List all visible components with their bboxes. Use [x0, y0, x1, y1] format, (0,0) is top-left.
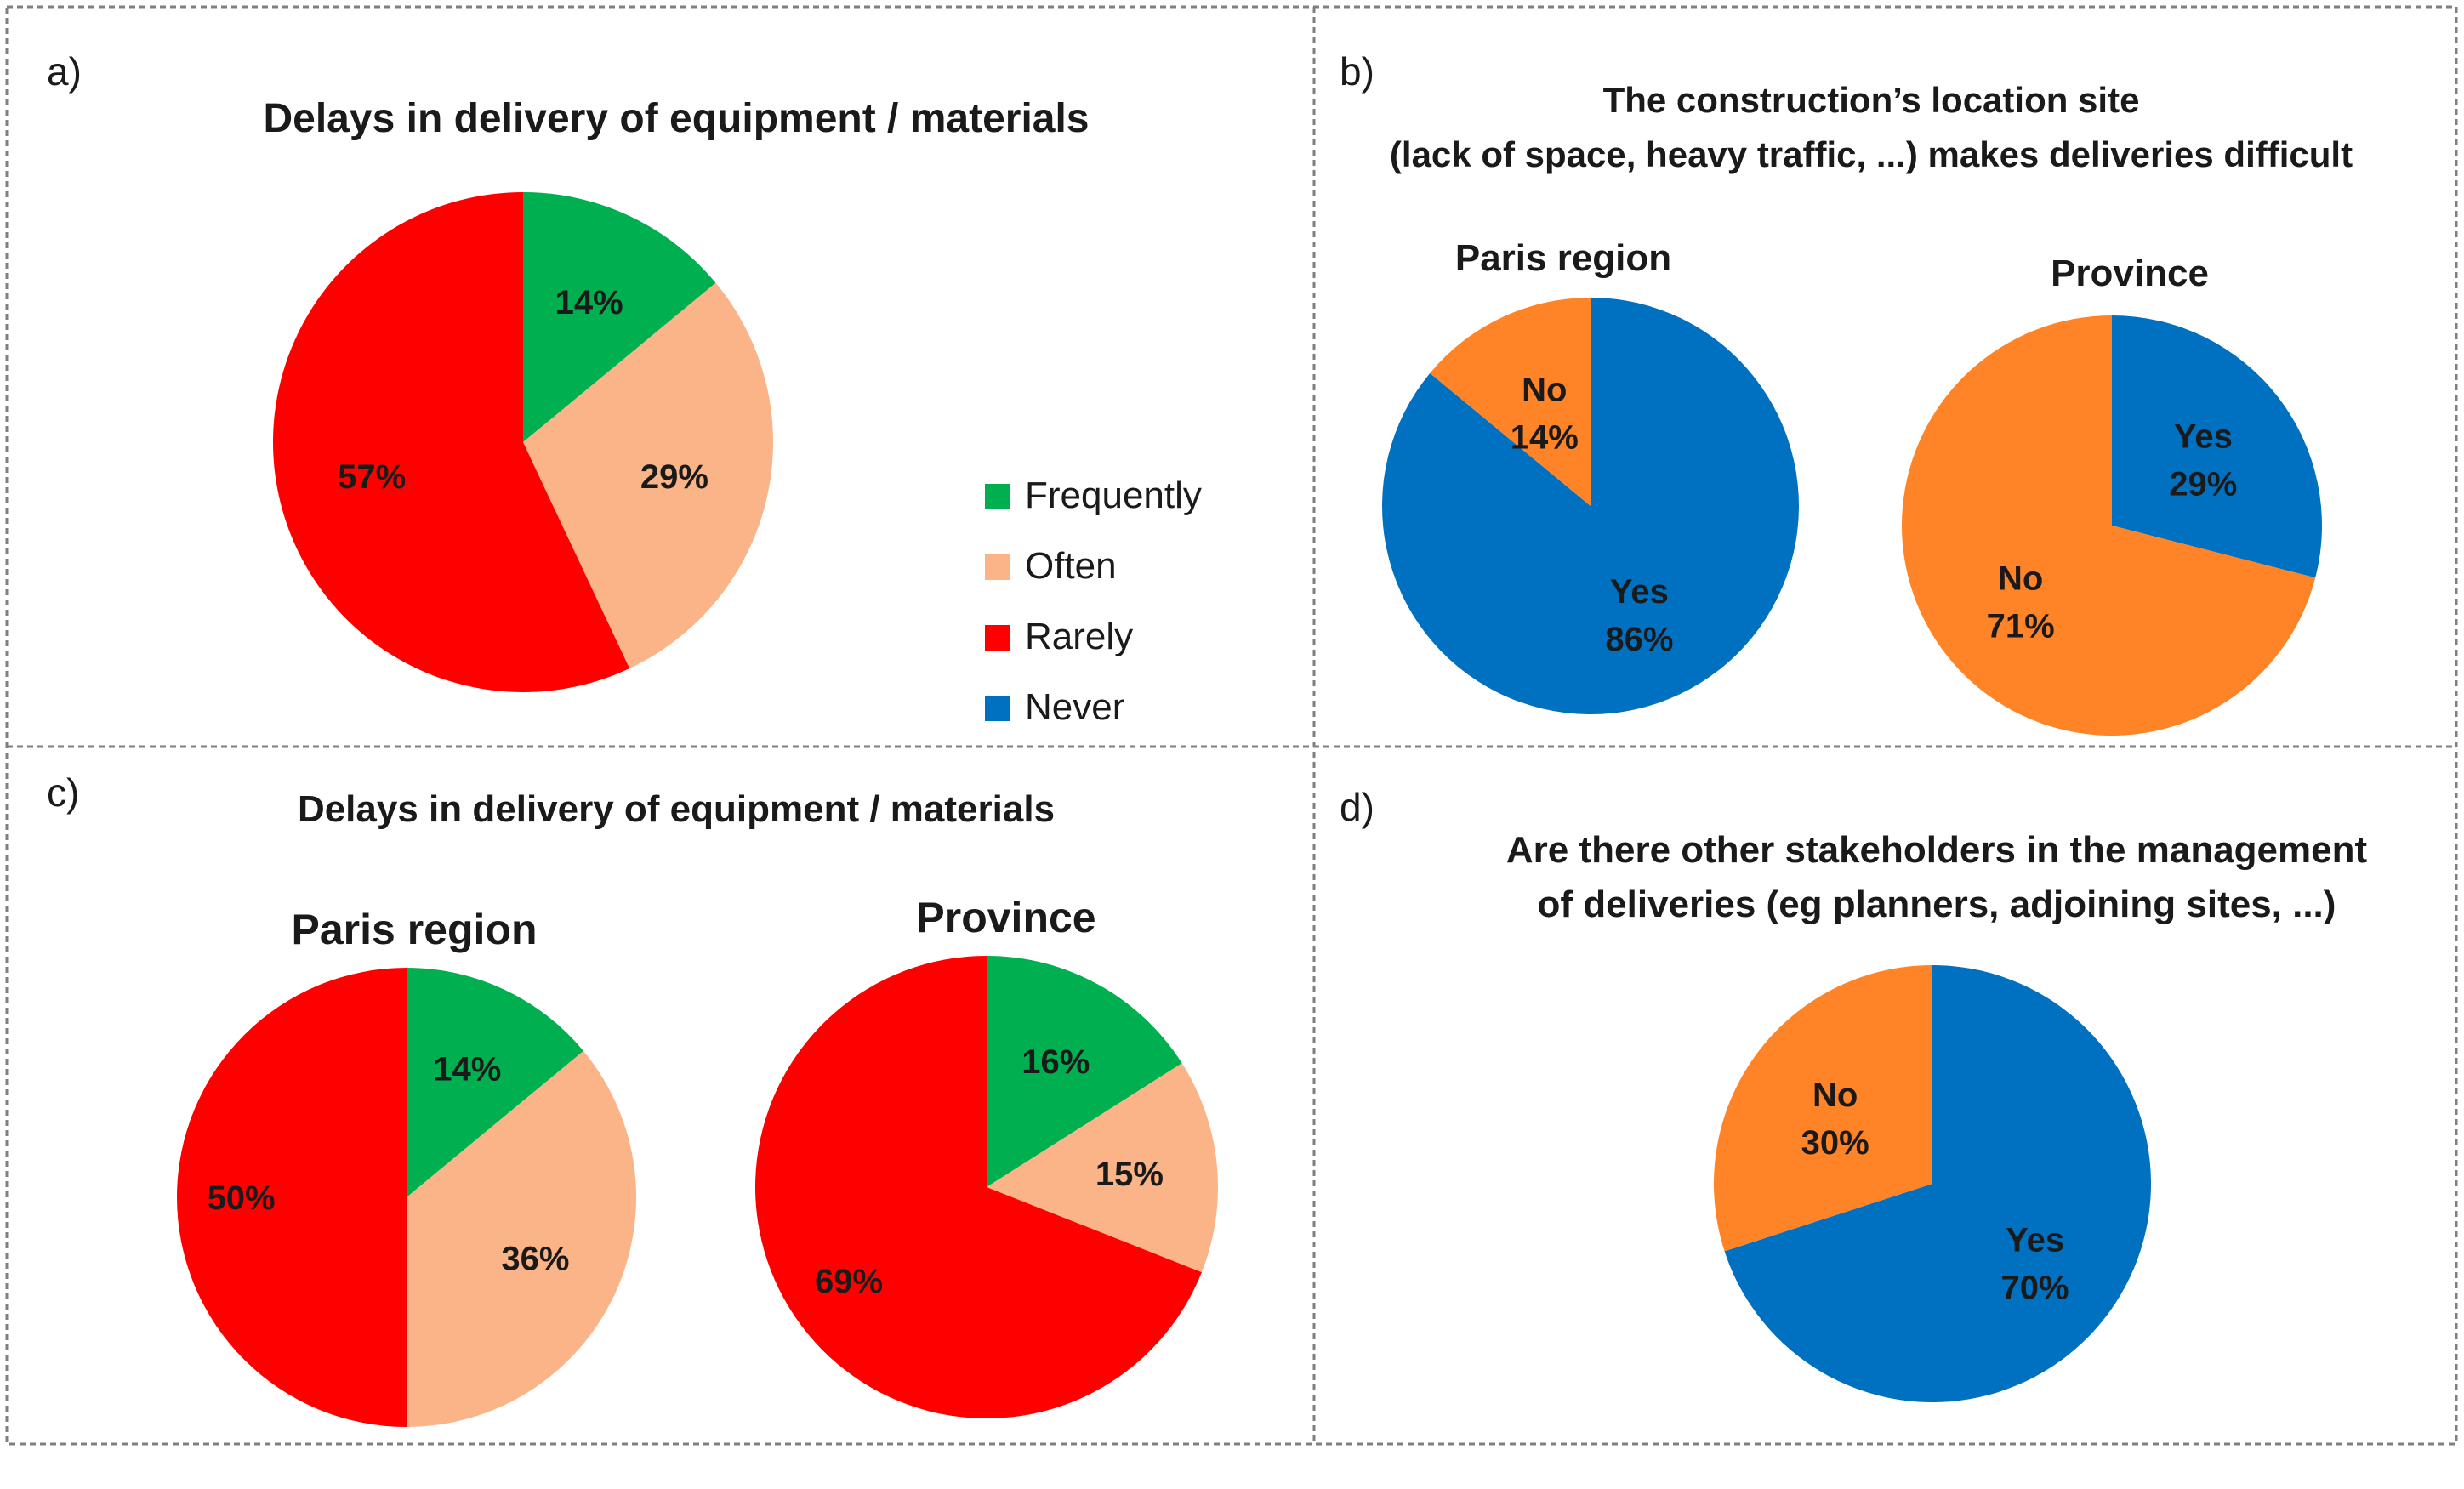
pie-slice-a-often — [523, 282, 773, 669]
pie-label-category-b_paris-no: No — [1522, 372, 1567, 409]
pie-label-value-a-rarely: 57% — [338, 458, 406, 496]
pie-label-category-d-yes: Yes — [2006, 1222, 2064, 1259]
panel-c-subtitle-paris: Paris region — [292, 906, 538, 953]
pie-label-value-b_paris-no: 14% — [1511, 419, 1579, 457]
pie-label-value-c_paris-rarely: 50% — [208, 1179, 276, 1217]
pie-slice-d-yes — [1724, 965, 2152, 1402]
panel-borders — [5, 5, 2458, 1446]
pie-label-category-b_paris-yes: Yes — [1610, 573, 1669, 611]
panel-a-letter: a) — [47, 49, 82, 94]
legend-label-frequently: Frequently — [1025, 475, 1202, 516]
pie-slice-b_paris-no — [1430, 297, 1591, 506]
panel-c: c) Delays in delivery of equipment / mat… — [47, 770, 1218, 1427]
pie-label-value-b_paris-yes: 86% — [1605, 621, 1673, 658]
panel-b-title-line2: (lack of space, heavy traffic, ...) make… — [1390, 134, 2353, 174]
panel-d: d) Are there other stakeholders in the m… — [1340, 785, 2367, 1402]
panel-d-title-line1: Are there other stakeholders in the mana… — [1506, 829, 2368, 871]
pie-chart-a: 14% 29% 57% — [273, 192, 773, 693]
pie-label-value-c_province-rarely: 69% — [815, 1263, 883, 1300]
pie-label-value-a-often: 29% — [640, 458, 708, 496]
pie-label-value-b_province-no: 71% — [1987, 607, 2055, 645]
legend: Frequently Often Rarely Never — [985, 475, 1202, 728]
pie-slice-b_paris-yes — [1382, 298, 1800, 714]
panel-b: b) The construction’s location site (lac… — [1340, 49, 2353, 736]
figure-border — [5, 5, 2458, 1446]
pie-slice-c_province-rarely — [755, 956, 1202, 1418]
pie-slice-a-frequently — [523, 192, 716, 442]
pie-chart-b-paris: Yes 86% No 14% — [1382, 297, 1800, 714]
pie-label-category-b_province-yes: Yes — [2174, 418, 2233, 456]
legend-swatch-often — [985, 554, 1010, 580]
panel-a: a) Delays in delivery of equipment / mat… — [47, 49, 1202, 728]
legend-label-never: Never — [1025, 686, 1124, 728]
legend-swatch-frequently — [985, 484, 1010, 509]
pie-label-value-d-no: 30% — [1801, 1124, 1869, 1162]
pie-slice-c_paris-rarely — [177, 968, 407, 1427]
pie-slice-c_province-often — [987, 1063, 1218, 1273]
pie-label-category-d-no: No — [1812, 1077, 1858, 1114]
pie-slice-b_province-no — [1902, 315, 2316, 736]
panel-c-title: Delays in delivery of equipment / materi… — [298, 788, 1055, 830]
panel-b-subtitle-paris: Paris region — [1455, 237, 1671, 279]
pie-label-value-c_province-frequently: 16% — [1021, 1043, 1090, 1081]
pie-label-value-d-yes: 70% — [2001, 1270, 2069, 1307]
pie-label-category-b_province-no: No — [1998, 560, 2043, 597]
pie-slice-c_province-frequently — [987, 956, 1182, 1187]
pie-label-value-c_paris-often: 36% — [501, 1240, 569, 1277]
panel-d-letter: d) — [1340, 785, 1374, 829]
panel-b-subtitle-province: Province — [2051, 253, 2209, 294]
panel-b-letter: b) — [1340, 49, 1374, 94]
pie-chart-c-paris: 14% 36% 50% — [177, 968, 637, 1427]
pie-slice-a-rarely — [273, 192, 630, 693]
legend-swatch-rarely — [985, 625, 1010, 651]
legend-swatch-never — [985, 696, 1010, 721]
panel-b-title-line1: The construction’s location site — [1603, 80, 2140, 120]
pie-chart-b-province: Yes 29% No 71% — [1902, 315, 2322, 736]
panel-a-title: Delays in delivery of equipment / materi… — [263, 96, 1089, 141]
pie-label-value-a-frequently: 14% — [555, 284, 623, 321]
legend-label-rarely: Rarely — [1025, 616, 1133, 657]
pie-chart-c-province: 16% 15% 69% — [755, 956, 1218, 1418]
pie-slice-b_province-yes — [2112, 315, 2322, 578]
panel-d-title-line2: of deliveries (eg planners, adjoining si… — [1538, 884, 2336, 925]
legend-label-often: Often — [1025, 545, 1117, 587]
panel-c-letter: c) — [47, 770, 79, 815]
pie-slice-c_paris-frequently — [407, 968, 584, 1197]
pie-label-value-c_paris-frequently: 14% — [433, 1051, 501, 1088]
panel-c-subtitle-province: Province — [916, 894, 1095, 941]
pie-label-value-c_province-often: 15% — [1095, 1156, 1164, 1193]
pie-slice-c_paris-often — [407, 1050, 637, 1427]
pie-label-value-b_province-yes: 29% — [2169, 466, 2237, 503]
pie-slice-d-no — [1714, 965, 1932, 1252]
pie-chart-d: Yes 70% No 30% — [1714, 965, 2152, 1402]
